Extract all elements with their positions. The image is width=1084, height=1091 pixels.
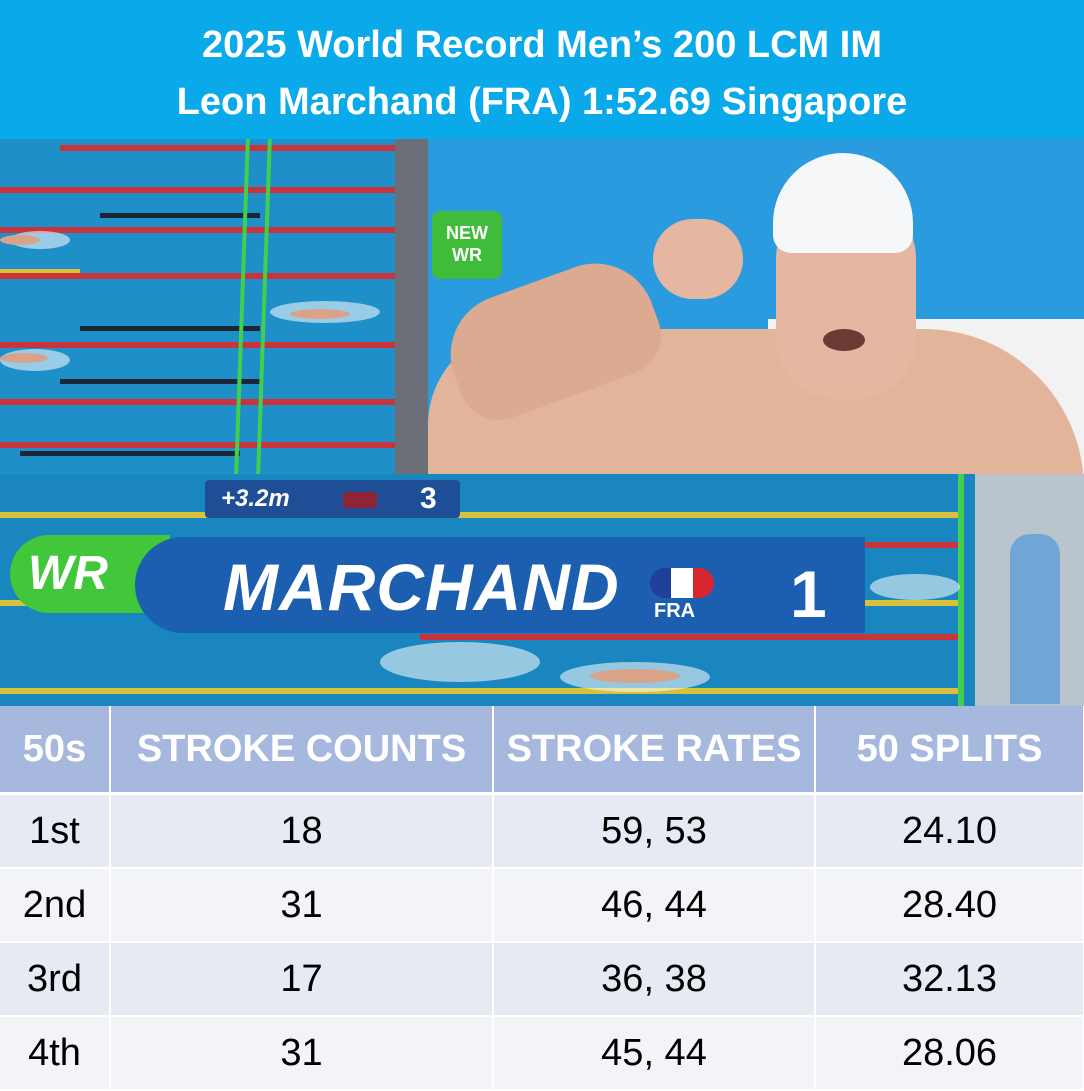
cell-stroke-rate: 59, 53 bbox=[493, 793, 816, 869]
header-stroke-counts: STROKE COUNTS bbox=[110, 706, 494, 795]
title-line-1: 2025 World Record Men’s 200 LCM IM bbox=[202, 24, 882, 66]
cell-stroke-count: 17 bbox=[110, 942, 494, 1017]
badge-new: NEW bbox=[446, 223, 488, 243]
pool-overhead-photo bbox=[0, 139, 428, 474]
header-stroke-rates: STROKE RATES bbox=[493, 706, 816, 795]
table-row: 4th 31 45, 44 28.06 bbox=[0, 1016, 1084, 1091]
new-wr-badge: NEW WR bbox=[432, 211, 502, 279]
france-flag-icon bbox=[650, 568, 714, 598]
table-row: 2nd 31 46, 44 28.40 bbox=[0, 868, 1084, 943]
cell-lap: 2nd bbox=[0, 868, 111, 943]
title-line-2: Leon Marchand (FRA) 1:52.69 Singapore bbox=[176, 81, 908, 123]
swimmer-celebration-photo bbox=[428, 139, 1084, 474]
cell-lap: 4th bbox=[0, 1016, 111, 1091]
gbr-flag-icon bbox=[343, 492, 377, 508]
lead-distance: +3.2m bbox=[221, 485, 290, 512]
cell-lap: 1st bbox=[0, 793, 111, 869]
cell-split: 28.40 bbox=[815, 868, 1084, 943]
table-header-row: 50s STROKE COUNTS STROKE RATES 50 SPLITS bbox=[0, 706, 1084, 795]
race-broadcast-photo bbox=[0, 474, 1084, 706]
title-banner: 2025 World Record Men’s 200 LCM IM Leon … bbox=[0, 0, 1084, 139]
race-splits-table: 50s STROKE COUNTS STROKE RATES 50 SPLITS… bbox=[0, 706, 1084, 1091]
header-50-splits: 50 SPLITS bbox=[815, 706, 1084, 795]
swimmer-name-bar: MARCHAND bbox=[135, 537, 865, 633]
cell-split: 28.06 bbox=[815, 1016, 1084, 1091]
table-row: 1st 18 59, 53 24.10 bbox=[0, 793, 1084, 869]
lead-distance-bar: +3.2m 3 bbox=[205, 480, 460, 518]
cell-stroke-count: 31 bbox=[110, 1016, 494, 1091]
cell-stroke-rate: 36, 38 bbox=[493, 942, 816, 1017]
cell-stroke-count: 18 bbox=[110, 793, 494, 869]
place-number: 1 bbox=[790, 557, 827, 631]
cell-lap: 3rd bbox=[0, 942, 111, 1017]
cell-stroke-count: 31 bbox=[110, 868, 494, 943]
second-place-number: 3 bbox=[420, 482, 437, 515]
cell-split: 24.10 bbox=[815, 793, 1084, 869]
country-code: FRA bbox=[654, 600, 696, 622]
cell-stroke-rate: 46, 44 bbox=[493, 868, 816, 943]
table-row: 3rd 17 36, 38 32.13 bbox=[0, 942, 1084, 1017]
header-50s: 50s bbox=[0, 706, 111, 795]
cell-split: 32.13 bbox=[815, 942, 1084, 1017]
cell-stroke-rate: 45, 44 bbox=[493, 1016, 816, 1091]
swimmer-name: MARCHAND bbox=[223, 550, 620, 624]
badge-wr: WR bbox=[452, 245, 482, 265]
